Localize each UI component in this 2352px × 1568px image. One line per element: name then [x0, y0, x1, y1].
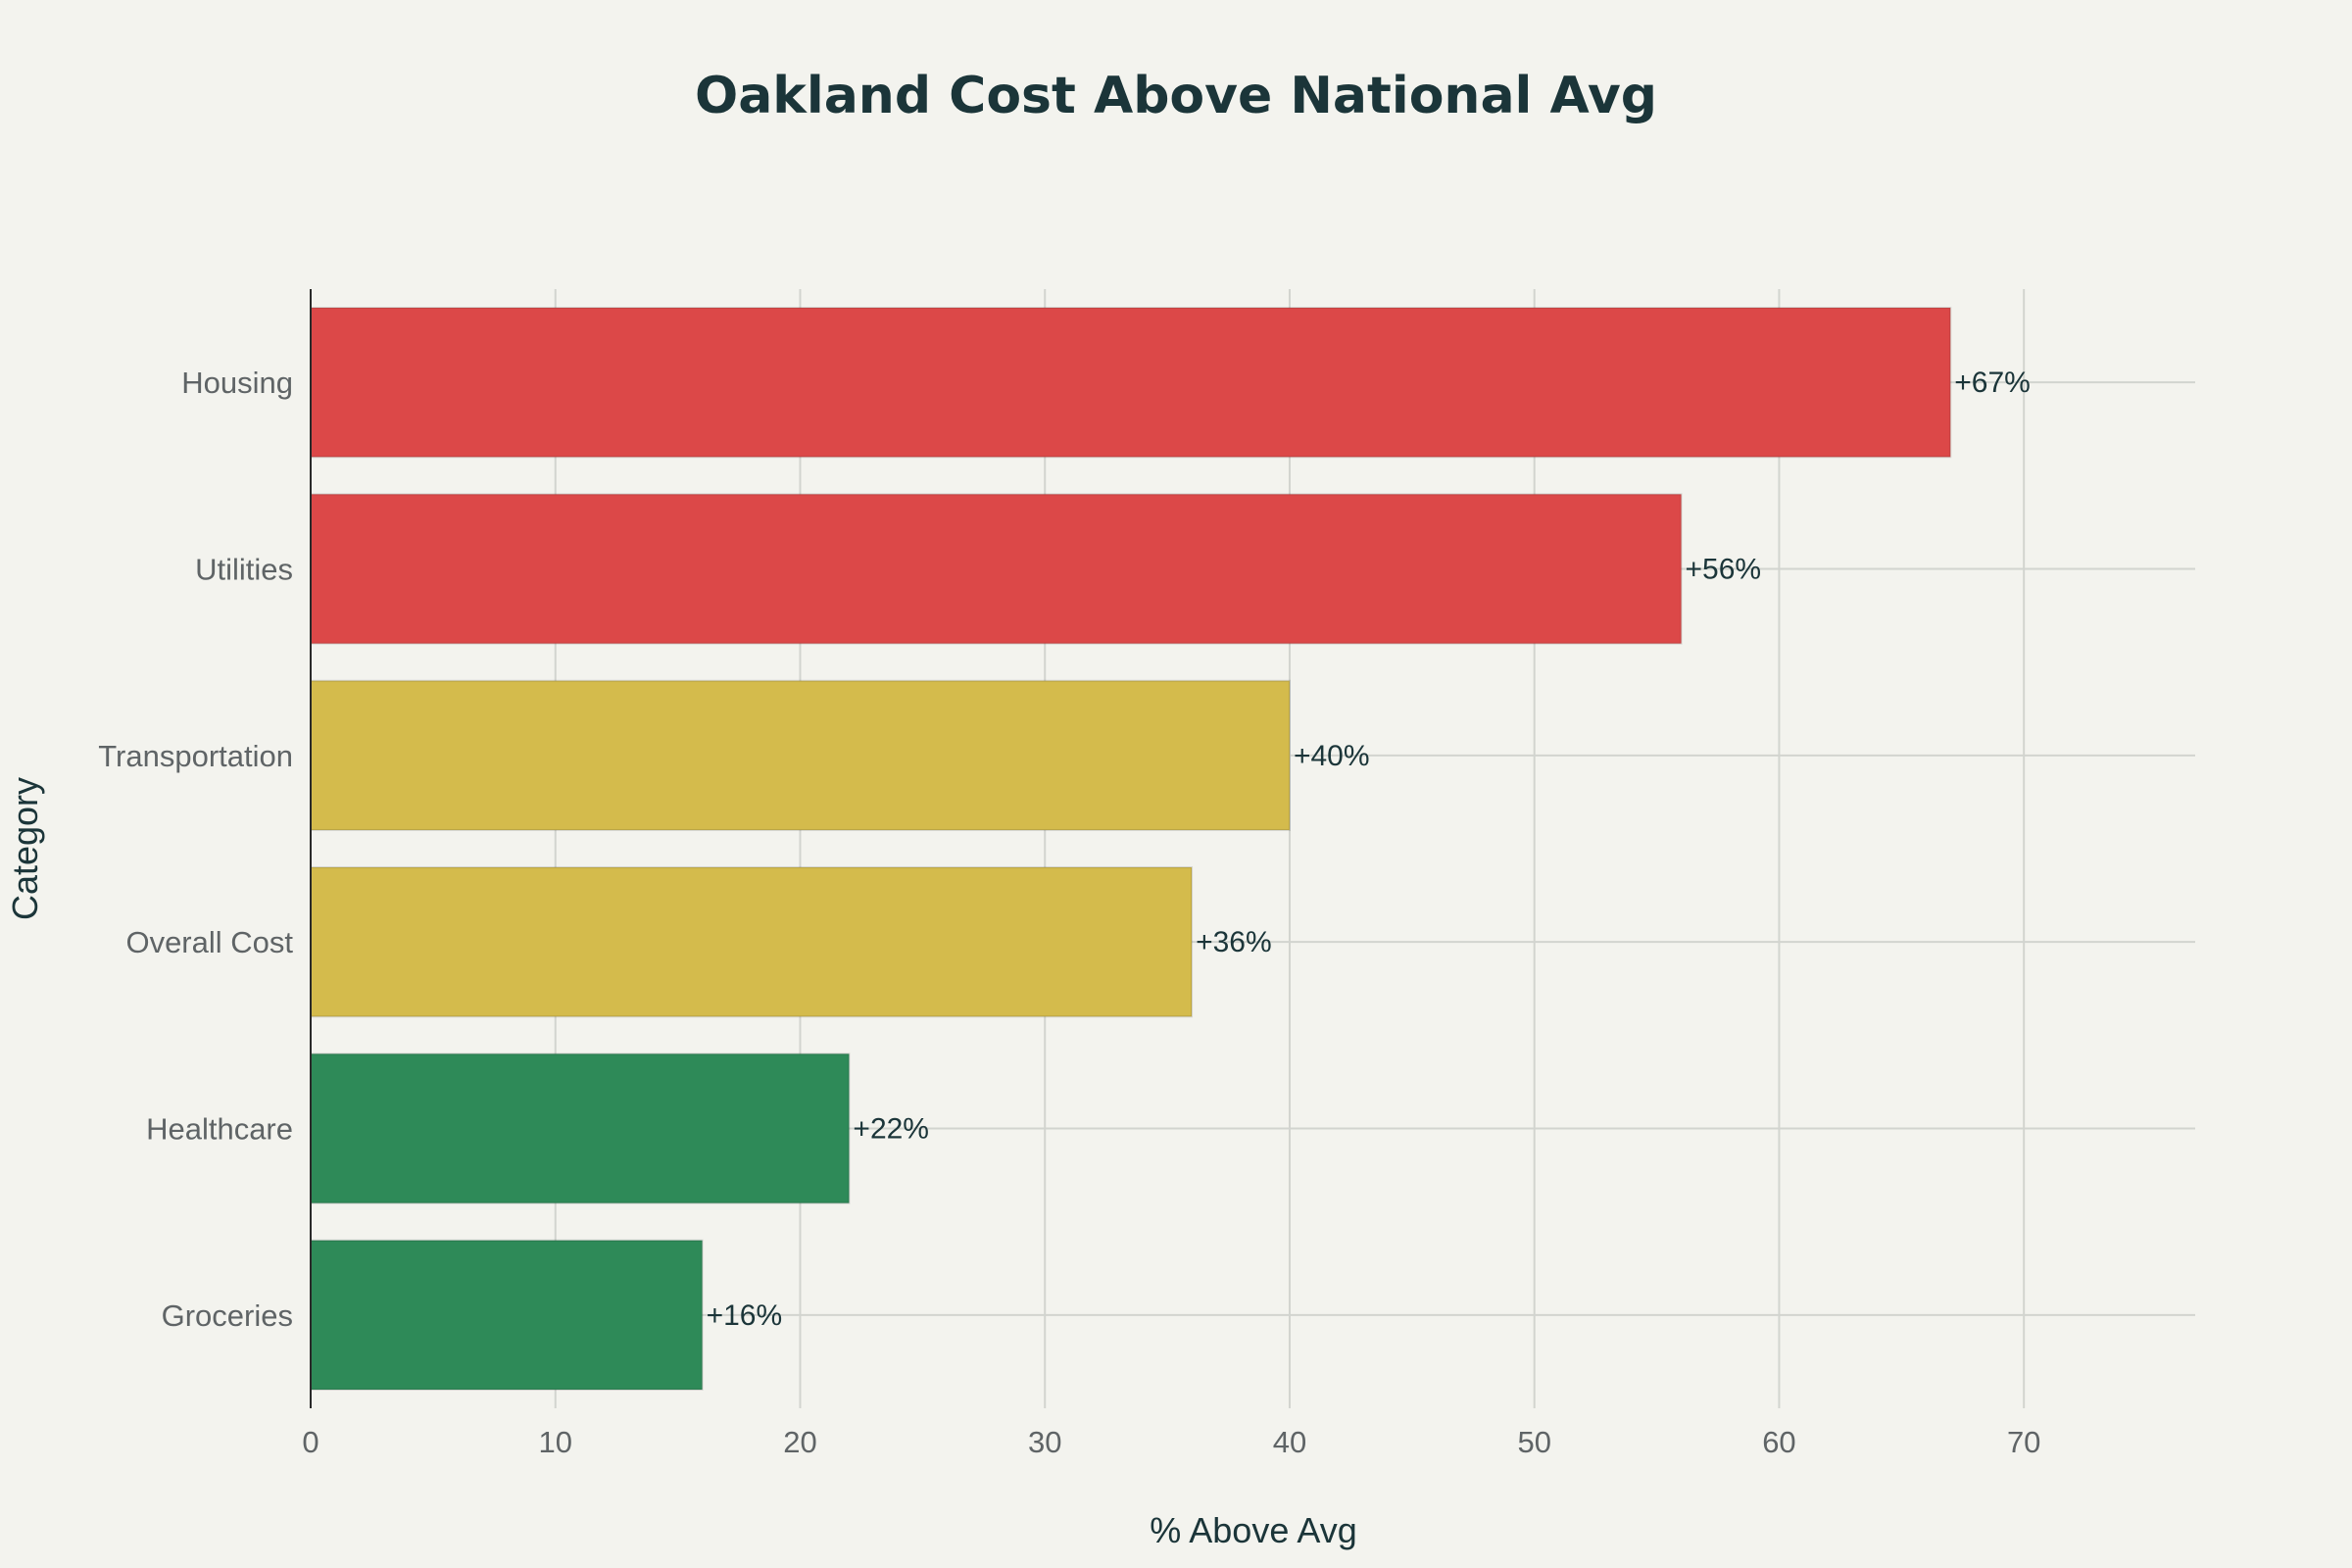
data-label: +36% [1196, 926, 1272, 958]
x-tick-label: 10 [538, 1425, 571, 1459]
y-axis-categories: Housing Utilities Transportation Overall Co… [98, 366, 293, 1333]
x-tick-label: 20 [783, 1425, 816, 1459]
data-label: +40% [1294, 740, 1370, 772]
data-label: +22% [853, 1113, 929, 1146]
category-label: Healthcare [146, 1112, 293, 1147]
bar-transportation [310, 679, 1291, 831]
category-label: Overall Cost [125, 925, 293, 959]
data-labels: +67% +56% +40% +36% +22% +16% [707, 367, 2031, 1332]
x-tick-label: 40 [1273, 1425, 1306, 1459]
category-label: Transportation [98, 739, 293, 773]
bar-overall-cost [310, 866, 1194, 1018]
x-tick-label: 70 [2007, 1425, 2040, 1459]
y-axis-title: Category [5, 777, 45, 920]
data-label: +67% [1954, 367, 2031, 399]
x-tick-label: 60 [1762, 1425, 1795, 1459]
category-label: Utilities [195, 553, 293, 587]
bar-healthcare [310, 1053, 851, 1204]
category-label: Housing [181, 366, 293, 400]
x-axis-title: % Above Avg [1150, 1510, 1357, 1550]
x-tick-label: 50 [1517, 1425, 1550, 1459]
x-tick-label: 30 [1028, 1425, 1061, 1459]
bar-housing [310, 307, 1952, 459]
x-tick-label: 0 [302, 1425, 318, 1459]
x-axis-ticks: 0 10 20 30 40 50 60 70 [302, 1425, 2040, 1459]
bar-groceries [310, 1239, 704, 1391]
data-label: +16% [707, 1299, 783, 1332]
data-label: +56% [1686, 554, 1762, 586]
bars [310, 307, 1952, 1391]
bar-utilities [310, 493, 1683, 645]
category-label: Groceries [162, 1298, 293, 1333]
chart-title: Oakland Cost Above National Avg [695, 67, 1657, 125]
